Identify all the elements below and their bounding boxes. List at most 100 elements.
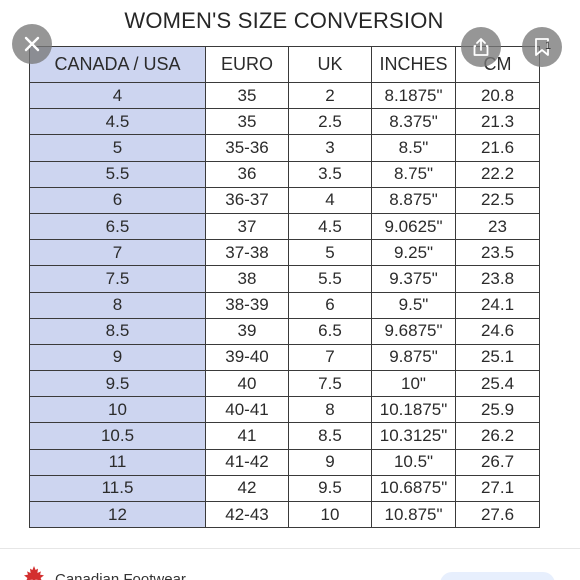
cell-euro: 41: [205, 422, 289, 450]
header-canada-usa: CANADA / USA: [29, 46, 206, 83]
table-row: 11 41-42 9 10.5" 26.7: [29, 448, 540, 476]
cell-euro: 41-42: [205, 448, 289, 476]
cell-euro: 39: [205, 317, 289, 345]
cell-canada-usa: 11.5: [29, 474, 206, 503]
table-title: WOMEN'S SIZE CONVERSION: [124, 8, 444, 33]
cell-canada-usa: 4: [29, 81, 206, 110]
cell-uk: 3: [288, 134, 372, 162]
cell-cm: 25.4: [455, 370, 540, 398]
cell-inches: 9.875": [371, 343, 456, 372]
visit-button[interactable]: [440, 572, 555, 580]
cell-euro: 39-40: [205, 343, 289, 372]
cell-inches: 10.6875": [371, 474, 456, 503]
bookmark-count: 1: [545, 40, 552, 52]
cell-euro: 35: [205, 81, 289, 110]
close-button[interactable]: [12, 24, 52, 64]
source-name[interactable]: Canadian Footwear: [55, 571, 186, 580]
cell-cm: 23.5: [455, 239, 540, 267]
cell-inches: 10.3125": [371, 422, 456, 450]
table-row: 6.5 37 4.5 9.0625" 23: [29, 212, 540, 241]
cell-cm: 25.1: [455, 343, 540, 372]
cell-euro: 42: [205, 474, 289, 503]
bookmark-button[interactable]: [522, 27, 562, 67]
cell-uk: 6.5: [288, 317, 372, 345]
cell-cm: 27.1: [455, 474, 540, 503]
cell-uk: 2.5: [288, 108, 372, 136]
table-row: 4 35 2 8.1875" 20.8: [29, 81, 540, 110]
cell-canada-usa: 11: [29, 448, 206, 476]
cell-inches: 8.1875": [371, 81, 456, 110]
cell-canada-usa: 9: [29, 343, 206, 372]
close-icon: [24, 36, 40, 52]
cell-uk: 2: [288, 81, 372, 110]
bookmark-icon: [535, 38, 549, 56]
cell-uk: 5: [288, 239, 372, 267]
cell-cm: 22.2: [455, 160, 540, 188]
cell-inches: 10": [371, 370, 456, 398]
table-row: 4.5 35 2.5 8.375" 21.3: [29, 108, 540, 136]
cell-cm: 25.9: [455, 396, 540, 424]
cell-inches: 10.5": [371, 448, 456, 476]
cell-inches: 9.5": [371, 291, 456, 319]
cell-uk: 8: [288, 396, 372, 424]
table-row: 7.5 38 5.5 9.375" 23.8: [29, 265, 540, 293]
cell-inches: 8.875": [371, 186, 456, 214]
share-button[interactable]: [461, 27, 501, 67]
cell-canada-usa: 12: [29, 500, 206, 529]
cell-inches: 8.5": [371, 134, 456, 162]
table-body: 4 35 2 8.1875" 20.8 4.5 35 2.5 8.375" 21.3 5 35-36 3…: [29, 81, 540, 529]
table-header-row: CANADA / USA EURO UK INCHES CM: [29, 46, 540, 83]
cell-euro: 36: [205, 160, 289, 188]
cell-canada-usa: 5.5: [29, 160, 206, 188]
cell-canada-usa: 8: [29, 291, 206, 319]
cell-cm: 27.6: [455, 500, 540, 529]
cell-canada-usa: 6.5: [29, 212, 206, 241]
cell-uk: 8.5: [288, 422, 372, 450]
cell-euro: 37: [205, 212, 289, 241]
cell-cm: 23: [455, 212, 540, 241]
size-conversion-table: CANADA / USA EURO UK INCHES CM 4 35 2 8.187…: [29, 46, 540, 529]
table-row: 6 36-37 4 8.875" 22.5: [29, 186, 540, 214]
cell-cm: 24.1: [455, 291, 540, 319]
cell-euro: 42-43: [205, 500, 289, 529]
table-row: 12 42-43 10 10.875" 27.6: [29, 500, 540, 529]
table-row: 8.5 39 6.5 9.6875" 24.6: [29, 317, 540, 345]
cell-inches: 9.25": [371, 239, 456, 267]
cell-canada-usa: 10: [29, 396, 206, 424]
cell-euro: 35: [205, 108, 289, 136]
cell-uk: 4.5: [288, 212, 372, 241]
cell-euro: 37-38: [205, 239, 289, 267]
cell-canada-usa: 7: [29, 239, 206, 267]
cell-cm: 24.6: [455, 317, 540, 345]
cell-euro: 40: [205, 370, 289, 398]
maple-leaf-icon: [24, 566, 44, 580]
cell-uk: 9: [288, 448, 372, 476]
share-icon: [473, 38, 489, 56]
cell-uk: 7.5: [288, 370, 372, 398]
cell-inches: 8.375": [371, 108, 456, 136]
cell-uk: 10: [288, 500, 372, 529]
cell-inches: 9.6875": [371, 317, 456, 345]
cell-cm: 21.3: [455, 108, 540, 136]
table-row: 7 37-38 5 9.25" 23.5: [29, 239, 540, 267]
cell-canada-usa: 8.5: [29, 317, 206, 345]
cell-canada-usa: 10.5: [29, 422, 206, 450]
cell-canada-usa: 4.5: [29, 108, 206, 136]
cell-inches: 8.75": [371, 160, 456, 188]
cell-euro: 40-41: [205, 396, 289, 424]
cell-uk: 4: [288, 186, 372, 214]
cell-uk: 7: [288, 343, 372, 372]
table-row: 11.5 42 9.5 10.6875" 27.1: [29, 474, 540, 503]
cell-cm: 26.7: [455, 448, 540, 476]
cell-inches: 9.375": [371, 265, 456, 293]
cell-cm: 20.8: [455, 81, 540, 110]
table-row: 10 40-41 8 10.1875" 25.9: [29, 396, 540, 424]
cell-uk: 9.5: [288, 474, 372, 503]
cell-canada-usa: 7.5: [29, 265, 206, 293]
cell-euro: 36-37: [205, 186, 289, 214]
cell-inches: 10.1875": [371, 396, 456, 424]
table-row: 5.5 36 3.5 8.75" 22.2: [29, 160, 540, 188]
cell-euro: 35-36: [205, 134, 289, 162]
cell-canada-usa: 5: [29, 134, 206, 162]
table-row: 10.5 41 8.5 10.3125" 26.2: [29, 422, 540, 450]
